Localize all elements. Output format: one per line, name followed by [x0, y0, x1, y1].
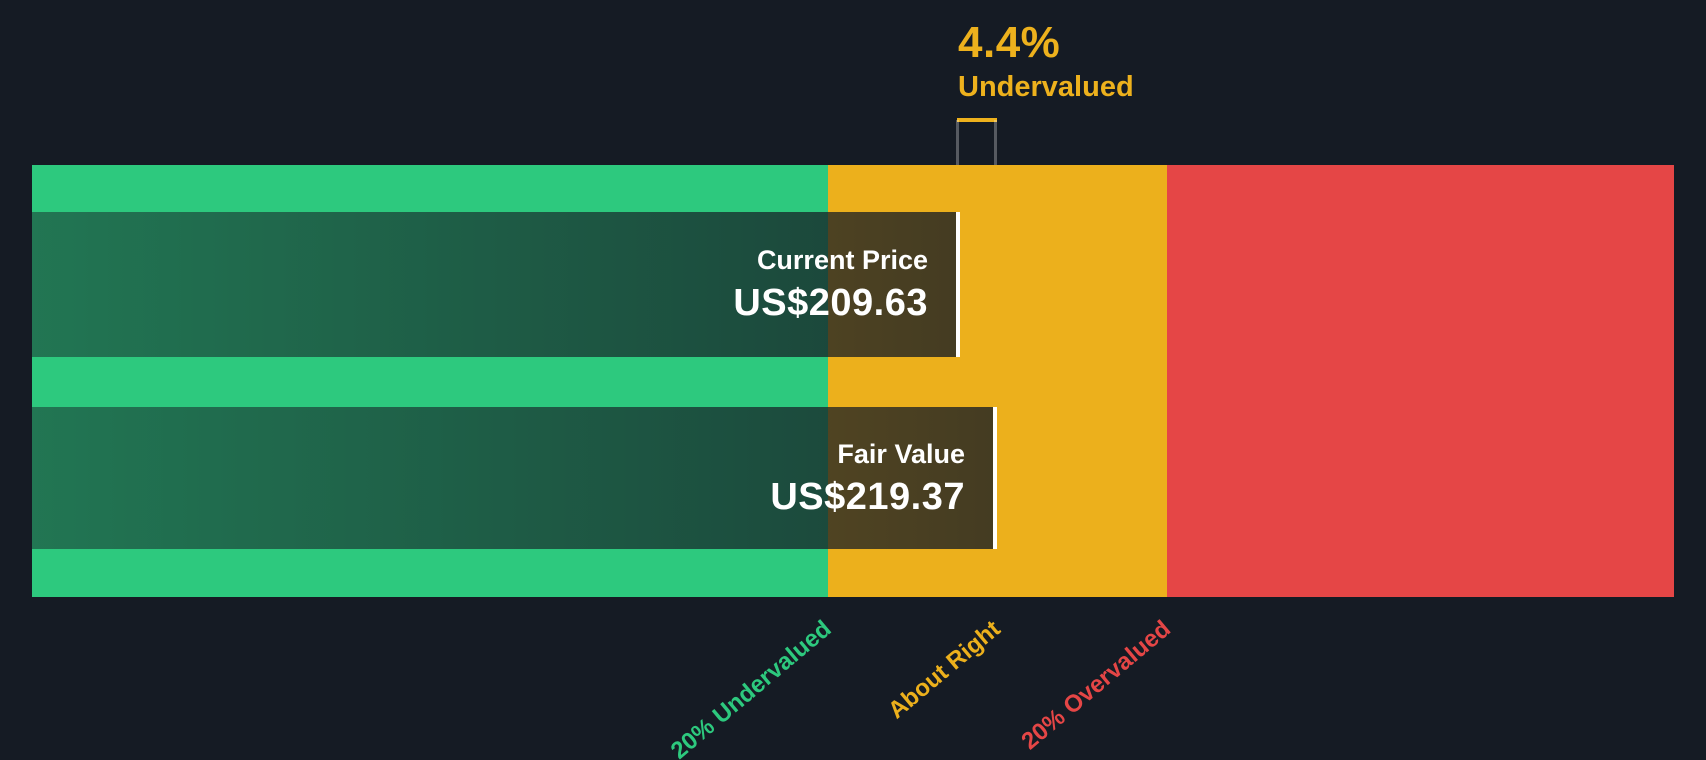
current-price-label: Current Price	[756, 245, 928, 275]
axis-label-about-right: About Right	[882, 615, 1006, 725]
fair-value-bar: Fair Value US$219.37	[32, 407, 997, 549]
axis-label-20pct-undervalued: 20% Undervalued	[665, 615, 837, 760]
discount-status: Undervalued	[958, 71, 1134, 103]
axis-label-20pct-overvalued: 20% Overvalued	[1015, 615, 1176, 756]
fair-value-label: Fair Value	[837, 438, 965, 469]
current-price-value: US$209.63	[733, 282, 928, 324]
discount-percent: 4.4%	[958, 18, 1061, 67]
current-price-bar: Current Price US$209.63	[32, 212, 960, 357]
discount-annotation: 4.4% Undervalued	[958, 20, 1134, 104]
fair-value-value: US$219.37	[770, 475, 965, 518]
bracket-top-bar	[957, 118, 997, 122]
zone-overvalued	[1167, 165, 1674, 597]
